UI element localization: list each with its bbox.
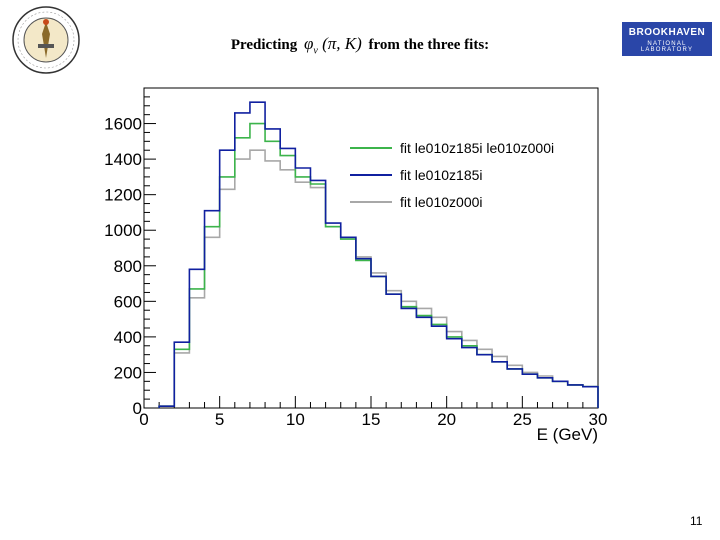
title-args: (π, K) xyxy=(322,34,362,53)
brookhaven-logo: BROOKHAVEN NATIONAL LABORATORY xyxy=(622,22,712,56)
y-axis: 0 200 400 600 800 1000 1200 1400 1600 xyxy=(104,87,156,418)
x-tick-label: 10 xyxy=(286,410,305,429)
y-tick-label: 400 xyxy=(114,328,142,347)
title-prefix: Predicting xyxy=(230,37,298,53)
title-suffix: from the three fits: xyxy=(368,37,490,53)
y-tick-label: 1200 xyxy=(104,186,142,205)
legend-label-3: fit le010z000i xyxy=(400,194,483,210)
y-tick-label: 1000 xyxy=(104,221,142,240)
x-tick-label: 5 xyxy=(215,410,224,429)
series-line-3 xyxy=(158,149,599,408)
series-layer xyxy=(158,101,599,408)
logo-line2: NATIONAL LABORATORY xyxy=(640,41,694,53)
title-symbol: φ xyxy=(303,34,314,53)
title-formula: φν (π, K) xyxy=(301,34,365,57)
y-tick-label: 200 xyxy=(114,363,142,382)
x-axis: 0 5 10 15 20 25 30 xyxy=(139,396,607,429)
legend-label-2: fit le010z185i xyxy=(400,167,483,183)
series-line-2 xyxy=(158,101,599,408)
plot-frame xyxy=(143,87,599,409)
slide-title: Predicting φν (π, K) from the three fits… xyxy=(0,34,720,56)
x-tick-label: 15 xyxy=(362,410,381,429)
page-number: 11 xyxy=(690,514,703,528)
y-tick-label: 1400 xyxy=(104,150,142,169)
x-axis-label: E (GeV) xyxy=(537,425,598,444)
x-tick-label: 25 xyxy=(513,410,532,429)
y-tick-label: 1600 xyxy=(104,115,142,134)
logo-line1: BROOKHAVEN xyxy=(628,27,706,38)
legend: fit le010z185i le010z000i fit le010z185i f… xyxy=(350,140,554,210)
legend-label-1: fit le010z185i le010z000i xyxy=(400,140,554,156)
x-tick-label: 30 xyxy=(589,410,608,429)
title-subscript: ν xyxy=(313,45,318,57)
y-tick-label: 800 xyxy=(114,257,142,276)
x-tick-label: 0 xyxy=(139,410,148,429)
x-tick-label: 20 xyxy=(437,410,456,429)
institute-seal-logo xyxy=(12,6,80,74)
y-tick-label: 0 xyxy=(133,399,142,418)
y-tick-label: 600 xyxy=(114,292,142,311)
